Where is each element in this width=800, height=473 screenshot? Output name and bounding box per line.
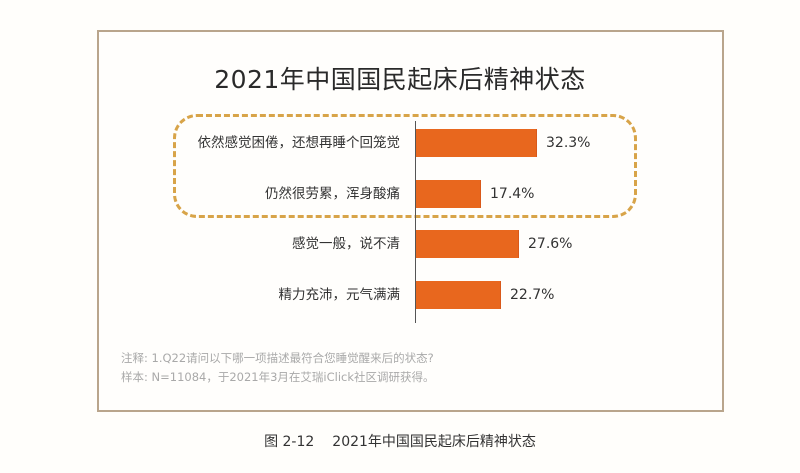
category-label: 仍然很劳累，浑身酸痛: [265, 186, 400, 202]
chart-title: 2021年中国国民起床后精神状态: [214, 65, 586, 94]
bar: [416, 281, 501, 309]
category-label: 依然感觉困倦，还想再睡个回笼觉: [197, 135, 401, 151]
bar: [416, 129, 537, 157]
caption-text: 2021年中国国民起床后精神状态: [332, 434, 536, 450]
figure-caption: 图 2-12 2021年中国国民起床后精神状态: [0, 431, 800, 451]
category-label: 精力充沛，元气满满: [278, 287, 401, 303]
sample-text: 样本: N=11084，于2021年3月在艾瑞iClick社区调研获得。: [121, 370, 435, 384]
chart-frame: [97, 30, 724, 412]
highlight-dashed-box: [173, 114, 637, 218]
bar-row: 仍然很劳累，浑身酸痛 17.4%: [0, 180, 800, 208]
y-axis-line: [415, 121, 416, 323]
category-label: 感觉一般，说不清: [292, 236, 400, 252]
value-label: 22.7%: [510, 287, 555, 303]
chart-notes: 注释: 1.Q22请问以下哪一项描述最符合您睡觉醒来后的状态? 样本: N=11…: [121, 349, 435, 387]
bar: [416, 230, 519, 258]
bar-row: 感觉一般，说不清 27.6%: [0, 230, 800, 258]
note-text: 注释: 1.Q22请问以下哪一项描述最符合您睡觉醒来后的状态?: [121, 351, 434, 365]
bar-row: 依然感觉困倦，还想再睡个回笼觉 32.3%: [0, 129, 800, 157]
bar-row: 精力充沛，元气满满 22.7%: [0, 281, 800, 309]
value-label: 32.3%: [546, 135, 591, 151]
value-label: 17.4%: [490, 186, 535, 202]
value-label: 27.6%: [528, 236, 573, 252]
figure-number: 图 2-12: [264, 434, 315, 450]
bar: [416, 180, 481, 208]
